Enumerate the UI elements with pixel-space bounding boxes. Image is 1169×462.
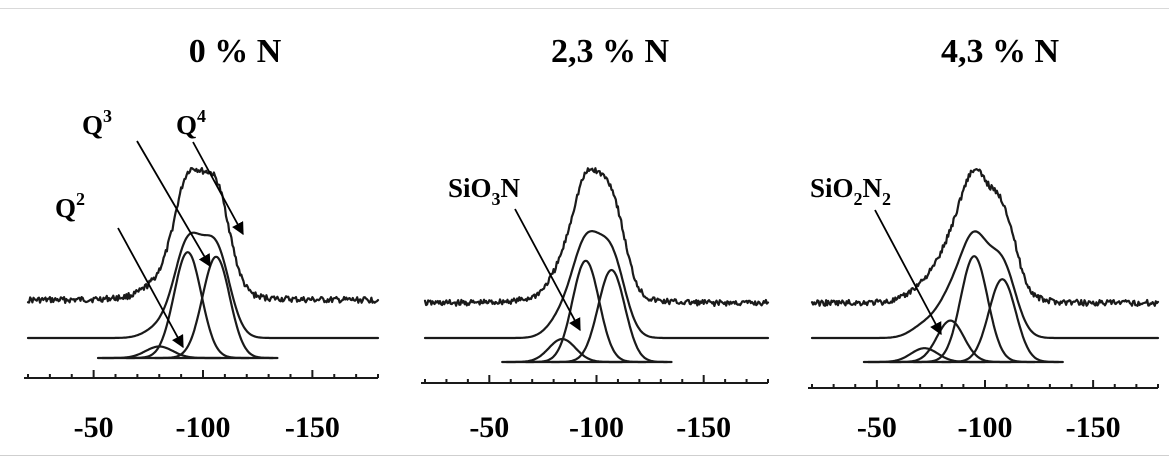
panel-title: 0 % N [189,33,282,70]
component-peak-q3 [524,259,647,364]
spectrum-panel-1: 0 % N -50 -100 -150 Q2 Q3 Q4 [24,33,380,444]
fitted-sum-curve [423,230,770,340]
arrow-q4 [192,141,244,236]
peak-annotation-label: Q3 [82,106,112,140]
x-tick-label: -100 [176,411,231,444]
arrow-q2 [117,227,184,349]
spectrum-panel-2: 2,3 % N -50 -100 -150 SiO3N [421,33,770,444]
x-tick-label: -50 [74,411,114,444]
x-tick-label: -50 [469,411,509,444]
peak-annotation-label: SiO3N [448,173,521,209]
arrow-q3 [136,140,211,268]
top-rule [0,8,1169,9]
x-tick-label: -100 [958,411,1013,444]
x-tick-label: -50 [857,411,897,444]
x-tick-label: -150 [1066,411,1121,444]
experimental-spectrum [810,168,1160,307]
panel-title: 4,3 % N [941,33,1060,70]
x-tick-label: -150 [676,411,731,444]
peak-annotation-label: Q4 [176,106,206,140]
experimental-spectrum [26,167,380,304]
component-peak-q3 [912,255,1036,364]
spectrum-panel-3: 4,3 % N -50 -100 -150 SiO2N2 [808,33,1160,444]
peak-annotation-label: Q2 [55,189,85,223]
bottom-rule [0,455,1169,456]
x-tick-label: -150 [285,411,340,444]
panel-title: 2,3 % N [551,33,670,70]
component-peak-q4 [153,255,279,360]
peak-annotation-label: SiO2N2 [810,173,891,209]
fitted-sum-curve [810,230,1160,340]
experimental-spectrum [423,167,770,307]
arrow-sio2n2 [874,209,942,336]
x-tick-label: -100 [569,411,624,444]
fitted-sum-curve [26,231,380,340]
arrow-sio3n [514,208,581,332]
component-peak-q3 [125,251,250,360]
